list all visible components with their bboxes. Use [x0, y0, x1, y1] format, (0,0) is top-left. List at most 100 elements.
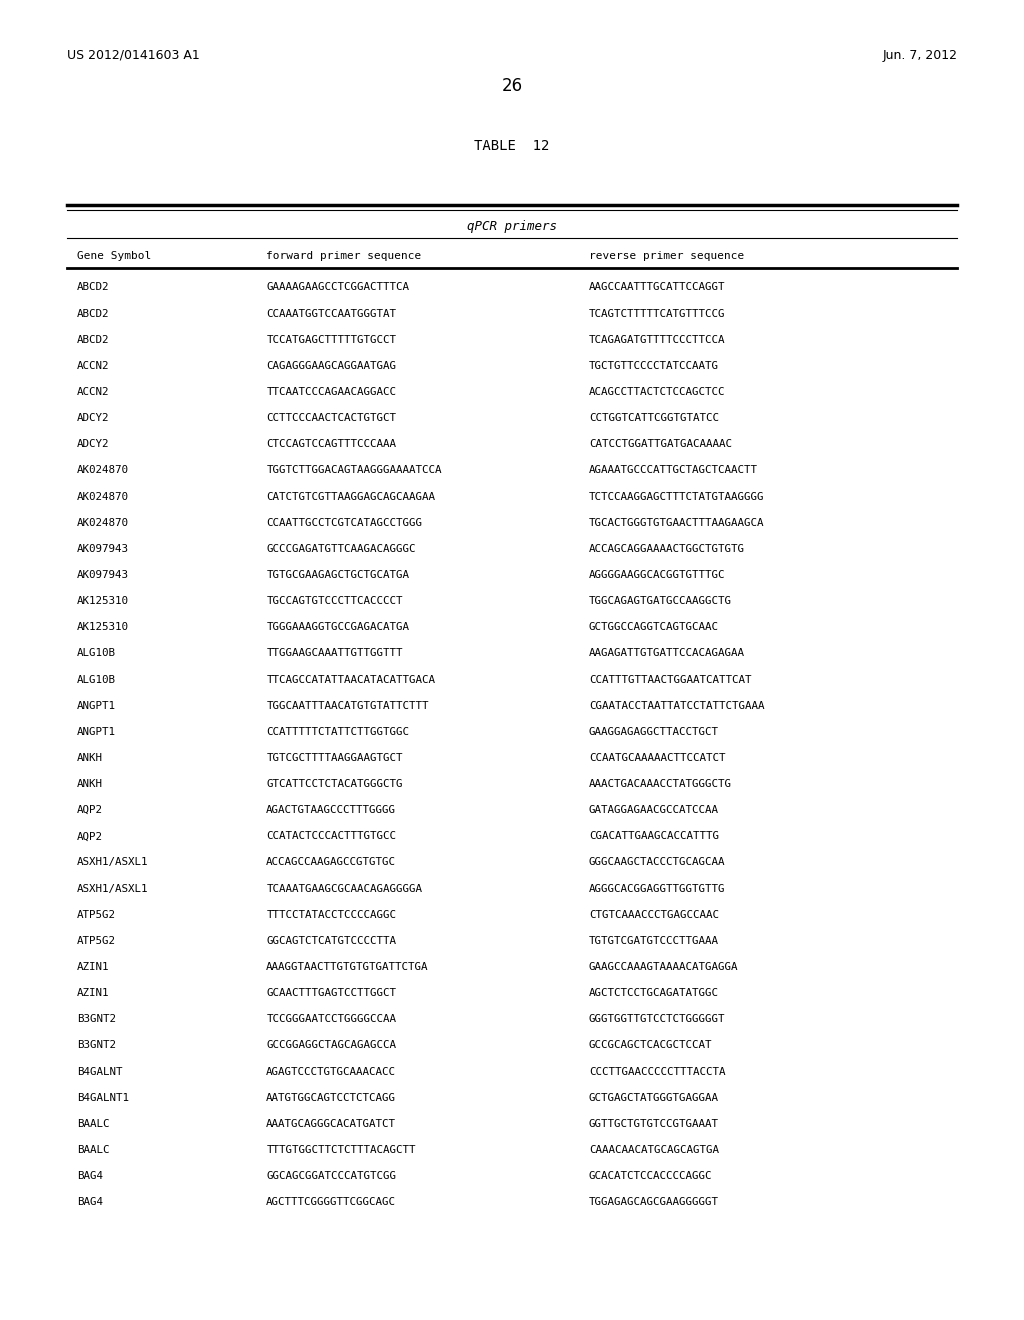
- Text: TGTCGCTTTTAAGGAAGTGCT: TGTCGCTTTTAAGGAAGTGCT: [266, 752, 402, 763]
- Text: AAGCCAATTTGCATTCCAGGT: AAGCCAATTTGCATTCCAGGT: [589, 282, 725, 293]
- Text: AGGGGAAGGCACGGTGTTTGC: AGGGGAAGGCACGGTGTTTGC: [589, 570, 725, 579]
- Text: ANGPT1: ANGPT1: [77, 701, 116, 710]
- Text: qPCR primers: qPCR primers: [467, 220, 557, 234]
- Text: ACCAGCAGGAAAACTGGCTGTGTG: ACCAGCAGGAAAACTGGCTGTGTG: [589, 544, 744, 554]
- Text: ABCD2: ABCD2: [77, 309, 110, 318]
- Text: CCATACTCCCACTTTGTGCC: CCATACTCCCACTTTGTGCC: [266, 832, 396, 841]
- Text: CTGTCAAACCCTGAGCCAAC: CTGTCAAACCCTGAGCCAAC: [589, 909, 719, 920]
- Text: AATGTGGCAGTCCTCTCAGG: AATGTGGCAGTCCTCTCAGG: [266, 1093, 396, 1102]
- Text: CCCTTGAACCCCCTTTACCTA: CCCTTGAACCCCCTTTACCTA: [589, 1067, 725, 1077]
- Text: AAGAGATTGTGATTCCACAGAGAA: AAGAGATTGTGATTCCACAGAGAA: [589, 648, 744, 659]
- Text: CCAAATGGTCCAATGGGTAT: CCAAATGGTCCAATGGGTAT: [266, 309, 396, 318]
- Text: TCAGTCTTTTTCATGTTTCCG: TCAGTCTTTTTCATGTTTCCG: [589, 309, 725, 318]
- Text: TTCAATCCCAGAACAGGACC: TTCAATCCCAGAACAGGACC: [266, 387, 396, 397]
- Text: AAACTGACAAACCTATGGGCTG: AAACTGACAAACCTATGGGCTG: [589, 779, 732, 789]
- Text: AGCTCTCCTGCAGATATGGC: AGCTCTCCTGCAGATATGGC: [589, 989, 719, 998]
- Text: CATCTGTCGTTAAGGAGCAGCAAGAA: CATCTGTCGTTAAGGAGCAGCAAGAA: [266, 491, 435, 502]
- Text: AQP2: AQP2: [77, 832, 102, 841]
- Text: AGAGTCCCTGTGCAAACACC: AGAGTCCCTGTGCAAACACC: [266, 1067, 396, 1077]
- Text: TGCTGTTCCCCTATCCAATG: TGCTGTTCCCCTATCCAATG: [589, 360, 719, 371]
- Text: TABLE  12: TABLE 12: [474, 139, 550, 153]
- Text: CAGAGGGAAGCAGGAATGAG: CAGAGGGAAGCAGGAATGAG: [266, 360, 396, 371]
- Text: AAAGGTAACTTGTGTGTGATTCTGA: AAAGGTAACTTGTGTGTGATTCTGA: [266, 962, 429, 972]
- Text: ACAGCCTTACTCTCCAGCTCC: ACAGCCTTACTCTCCAGCTCC: [589, 387, 725, 397]
- Text: CCTGGTCATTCGGTGTATCC: CCTGGTCATTCGGTGTATCC: [589, 413, 719, 424]
- Text: B3GNT2: B3GNT2: [77, 1014, 116, 1024]
- Text: BAALC: BAALC: [77, 1119, 110, 1129]
- Text: TGGTCTTGGACAGTAAGGGAAAATCCA: TGGTCTTGGACAGTAAGGGAAAATCCA: [266, 466, 441, 475]
- Text: GGGCAAGCTACCCTGCAGCAA: GGGCAAGCTACCCTGCAGCAA: [589, 858, 725, 867]
- Text: TGTGTCGATGTCCCTTGAAA: TGTGTCGATGTCCCTTGAAA: [589, 936, 719, 946]
- Text: ACCAGCCAAGAGCCGTGTGC: ACCAGCCAAGAGCCGTGTGC: [266, 858, 396, 867]
- Text: TCAGAGATGTTTTCCCTTCCA: TCAGAGATGTTTTCCCTTCCA: [589, 335, 725, 345]
- Text: GAAAAGAAGCCTCGGACTTTCA: GAAAAGAAGCCTCGGACTTTCA: [266, 282, 410, 293]
- Text: AZIN1: AZIN1: [77, 989, 110, 998]
- Text: AK097943: AK097943: [77, 544, 129, 554]
- Text: TGGCAGAGTGATGCCAAGGCTG: TGGCAGAGTGATGCCAAGGCTG: [589, 597, 732, 606]
- Text: BAALC: BAALC: [77, 1144, 110, 1155]
- Text: Jun. 7, 2012: Jun. 7, 2012: [883, 49, 957, 62]
- Text: CGACATTGAAGCACCATTTG: CGACATTGAAGCACCATTTG: [589, 832, 719, 841]
- Text: TTTCCTATACCTCCCCAGGC: TTTCCTATACCTCCCCAGGC: [266, 909, 396, 920]
- Text: ATP5G2: ATP5G2: [77, 936, 116, 946]
- Text: TTCAGCCATATTAACATACATTGACA: TTCAGCCATATTAACATACATTGACA: [266, 675, 435, 685]
- Text: ANGPT1: ANGPT1: [77, 727, 116, 737]
- Text: CCATTTGTTAACTGGAATCATTCAT: CCATTTGTTAACTGGAATCATTCAT: [589, 675, 752, 685]
- Text: TGCCAGTGTCCCTTCACCCCT: TGCCAGTGTCCCTTCACCCCT: [266, 597, 402, 606]
- Text: ABCD2: ABCD2: [77, 282, 110, 293]
- Text: AGCTTTCGGGGTTCGGCAGC: AGCTTTCGGGGTTCGGCAGC: [266, 1197, 396, 1208]
- Text: AK024870: AK024870: [77, 491, 129, 502]
- Text: TGTGCGAAGAGCTGCTGCATGA: TGTGCGAAGAGCTGCTGCATGA: [266, 570, 410, 579]
- Text: ADCY2: ADCY2: [77, 440, 110, 449]
- Text: ADCY2: ADCY2: [77, 413, 110, 424]
- Text: GGGTGGTTGTCCTCTGGGGGT: GGGTGGTTGTCCTCTGGGGGT: [589, 1014, 725, 1024]
- Text: US 2012/0141603 A1: US 2012/0141603 A1: [67, 49, 200, 62]
- Text: ANKH: ANKH: [77, 779, 102, 789]
- Text: TGGCAATTTAACATGTGTATTCTTT: TGGCAATTTAACATGTGTATTCTTT: [266, 701, 429, 710]
- Text: GAAGCCAAAGTAAAACATGAGGA: GAAGCCAAAGTAAAACATGAGGA: [589, 962, 738, 972]
- Text: B3GNT2: B3GNT2: [77, 1040, 116, 1051]
- Text: GCTGGCCAGGTCAGTGCAAC: GCTGGCCAGGTCAGTGCAAC: [589, 622, 719, 632]
- Text: ASXH1/ASXL1: ASXH1/ASXL1: [77, 858, 148, 867]
- Text: ACCN2: ACCN2: [77, 360, 110, 371]
- Text: TTTGTGGCTTCTCTTTACAGCTT: TTTGTGGCTTCTCTTTACAGCTT: [266, 1144, 416, 1155]
- Text: TGGGAAAGGTGCCGAGACATGA: TGGGAAAGGTGCCGAGACATGA: [266, 622, 410, 632]
- Text: forward primer sequence: forward primer sequence: [266, 251, 422, 261]
- Text: AAATGCAGGGCACATGATCT: AAATGCAGGGCACATGATCT: [266, 1119, 396, 1129]
- Text: GCCCGAGATGTTCAAGACAGGGC: GCCCGAGATGTTCAAGACAGGGC: [266, 544, 416, 554]
- Text: CATCCTGGATTGATGACAAAAC: CATCCTGGATTGATGACAAAAC: [589, 440, 732, 449]
- Text: GGCAGTCTCATGTCCCCTTA: GGCAGTCTCATGTCCCCTTA: [266, 936, 396, 946]
- Text: reverse primer sequence: reverse primer sequence: [589, 251, 744, 261]
- Text: TCCGGGAATCCTGGGGCCAA: TCCGGGAATCCTGGGGCCAA: [266, 1014, 396, 1024]
- Text: GCCGCAGCTCACGCTCCAT: GCCGCAGCTCACGCTCCAT: [589, 1040, 713, 1051]
- Text: ANKH: ANKH: [77, 752, 102, 763]
- Text: GCCGGAGGCTAGCAGAGCCA: GCCGGAGGCTAGCAGAGCCA: [266, 1040, 396, 1051]
- Text: CGAATACCTAATTATCCTATTCTGAAA: CGAATACCTAATTATCCTATTCTGAAA: [589, 701, 764, 710]
- Text: TCAAATGAAGCGCAACAGAGGGGA: TCAAATGAAGCGCAACAGAGGGGA: [266, 883, 422, 894]
- Text: B4GALNT1: B4GALNT1: [77, 1093, 129, 1102]
- Text: GTCATTCCTCTACATGGGCTG: GTCATTCCTCTACATGGGCTG: [266, 779, 402, 789]
- Text: AZIN1: AZIN1: [77, 962, 110, 972]
- Text: GCACATCTCCACCCCAGGC: GCACATCTCCACCCCAGGC: [589, 1171, 713, 1181]
- Text: AK024870: AK024870: [77, 517, 129, 528]
- Text: ABCD2: ABCD2: [77, 335, 110, 345]
- Text: 26: 26: [502, 77, 522, 95]
- Text: GCAACTTTGAGTCCTTGGCT: GCAACTTTGAGTCCTTGGCT: [266, 989, 396, 998]
- Text: ALG10B: ALG10B: [77, 675, 116, 685]
- Text: AGACTGTAAGCCCTTTGGGG: AGACTGTAAGCCCTTTGGGG: [266, 805, 396, 816]
- Text: AK125310: AK125310: [77, 622, 129, 632]
- Text: BAG4: BAG4: [77, 1171, 102, 1181]
- Text: ASXH1/ASXL1: ASXH1/ASXL1: [77, 883, 148, 894]
- Text: CCTTCCCAACTCACTGTGCT: CCTTCCCAACTCACTGTGCT: [266, 413, 396, 424]
- Text: BAG4: BAG4: [77, 1197, 102, 1208]
- Text: AQP2: AQP2: [77, 805, 102, 816]
- Text: GGCAGCGGATCCCATGTCGG: GGCAGCGGATCCCATGTCGG: [266, 1171, 396, 1181]
- Text: AK125310: AK125310: [77, 597, 129, 606]
- Text: GATAGGAGAACGCCATCCAA: GATAGGAGAACGCCATCCAA: [589, 805, 719, 816]
- Text: AK097943: AK097943: [77, 570, 129, 579]
- Text: Gene Symbol: Gene Symbol: [77, 251, 152, 261]
- Text: AGGGCACGGAGGTTGGTGTTG: AGGGCACGGAGGTTGGTGTTG: [589, 883, 725, 894]
- Text: TCTCCAAGGAGCTTTCTATGTAAGGGG: TCTCCAAGGAGCTTTCTATGTAAGGGG: [589, 491, 764, 502]
- Text: AGAAATGCCCATTGCTAGCTCAACTT: AGAAATGCCCATTGCTAGCTCAACTT: [589, 466, 758, 475]
- Text: TTGGAAGCAAATTGTTGGTTT: TTGGAAGCAAATTGTTGGTTT: [266, 648, 402, 659]
